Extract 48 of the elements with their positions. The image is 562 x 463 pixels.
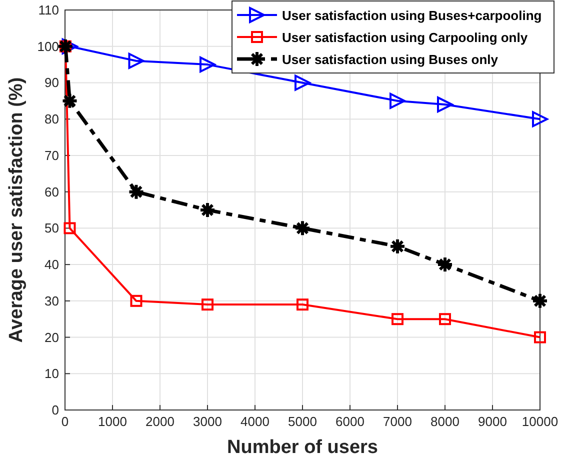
y-axis-title: Average user satisfaction (%) — [6, 77, 27, 343]
point — [439, 313, 451, 326]
y-tick-label: 0 — [52, 402, 59, 418]
x-tick-label: 4000 — [240, 414, 270, 429]
x-tick-label: 5000 — [288, 414, 317, 429]
point — [61, 92, 78, 110]
legend-label: User satisfaction using Buses+carpooling — [282, 8, 542, 23]
legend-label: User satisfaction using Carpooling only — [282, 30, 528, 45]
point — [202, 298, 214, 311]
x-tick-label: 6000 — [336, 414, 364, 429]
point — [534, 331, 546, 344]
point — [199, 202, 216, 218]
y-tick-label: 90 — [44, 75, 59, 90]
legend-label: User satisfaction using Buses only — [282, 52, 499, 67]
y-tick-label: 100 — [37, 38, 59, 54]
y-tick-label: 20 — [44, 330, 59, 345]
point — [437, 96, 453, 113]
x-tick-label: 0 — [61, 414, 69, 429]
y-tick-label: 80 — [44, 112, 59, 127]
y-tick-label: 50 — [44, 220, 59, 236]
x-tick-label: 7000 — [383, 414, 412, 429]
point — [532, 111, 548, 128]
point — [200, 56, 216, 73]
y-tick-label: 60 — [44, 184, 59, 200]
point — [128, 52, 144, 69]
y-tick-label: 30 — [44, 293, 59, 308]
y-tick-label: 70 — [44, 148, 59, 163]
point — [532, 292, 548, 310]
point — [392, 313, 404, 326]
point — [130, 294, 142, 307]
x-axis-title: Number of users — [227, 437, 378, 458]
point — [436, 256, 454, 274]
x-tick-label: 1000 — [98, 414, 127, 429]
point — [128, 183, 145, 200]
y-tick-label: 40 — [44, 257, 59, 272]
x-tick-label: 8000 — [430, 414, 460, 429]
x-tick-label: 3000 — [193, 414, 222, 429]
point — [294, 74, 310, 91]
y-tick-label: 10 — [44, 366, 59, 382]
x-tick-label: 10000 — [522, 414, 558, 429]
x-tick-label: 9000 — [478, 414, 507, 429]
x-tick-label: 2000 — [146, 414, 174, 429]
point — [389, 238, 406, 255]
point — [296, 298, 308, 311]
point — [294, 220, 311, 237]
point — [64, 222, 76, 234]
y-tick-label: 110 — [38, 2, 59, 18]
point — [390, 92, 406, 109]
